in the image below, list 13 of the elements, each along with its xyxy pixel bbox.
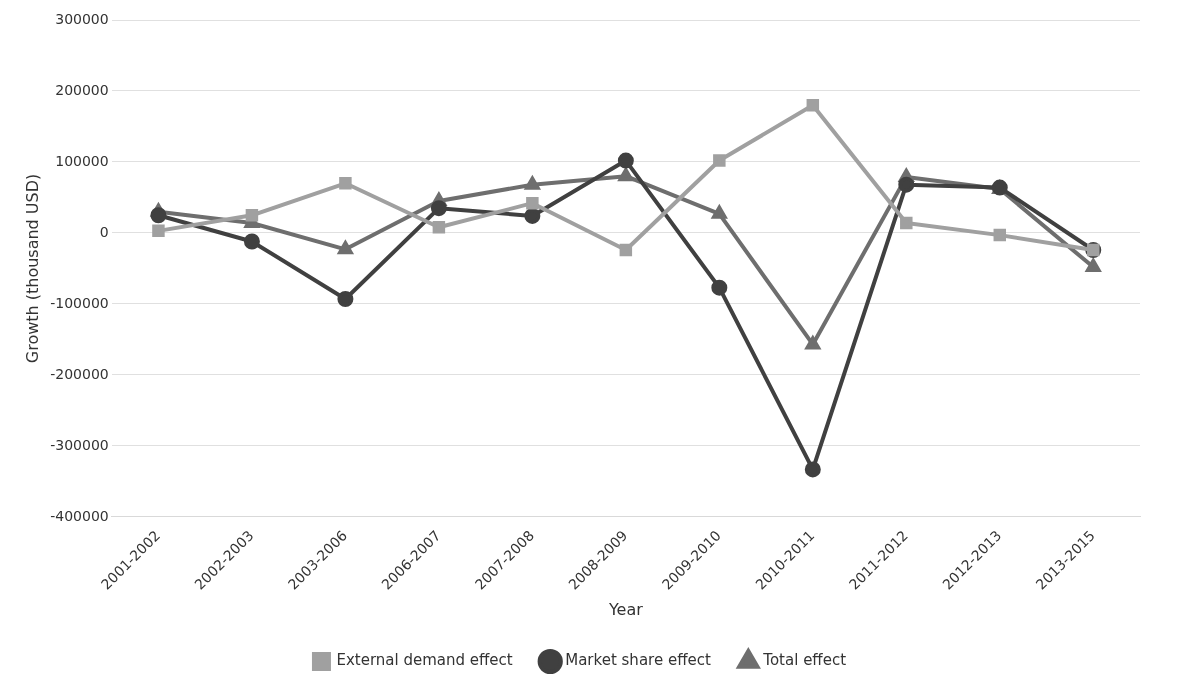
y-tick-label: 200000 <box>55 81 109 98</box>
y-tick-label: 100000 <box>55 152 109 169</box>
y-axis-title: Growth (thousand USD) <box>22 173 42 364</box>
y-tick-label: -100000 <box>50 294 109 311</box>
y-tick-label: 0 <box>99 223 109 240</box>
y-tick-label: -300000 <box>50 436 109 453</box>
legend-label: Total effect <box>762 651 847 670</box>
y-tick-label: -400000 <box>50 507 109 524</box>
legend-label: Market share effect <box>565 651 711 670</box>
y-tick-label: 300000 <box>55 10 109 27</box>
x-axis-title: Year <box>607 599 644 619</box>
legend-label: External demand effect <box>336 651 513 670</box>
y-tick-label: -200000 <box>50 365 109 382</box>
